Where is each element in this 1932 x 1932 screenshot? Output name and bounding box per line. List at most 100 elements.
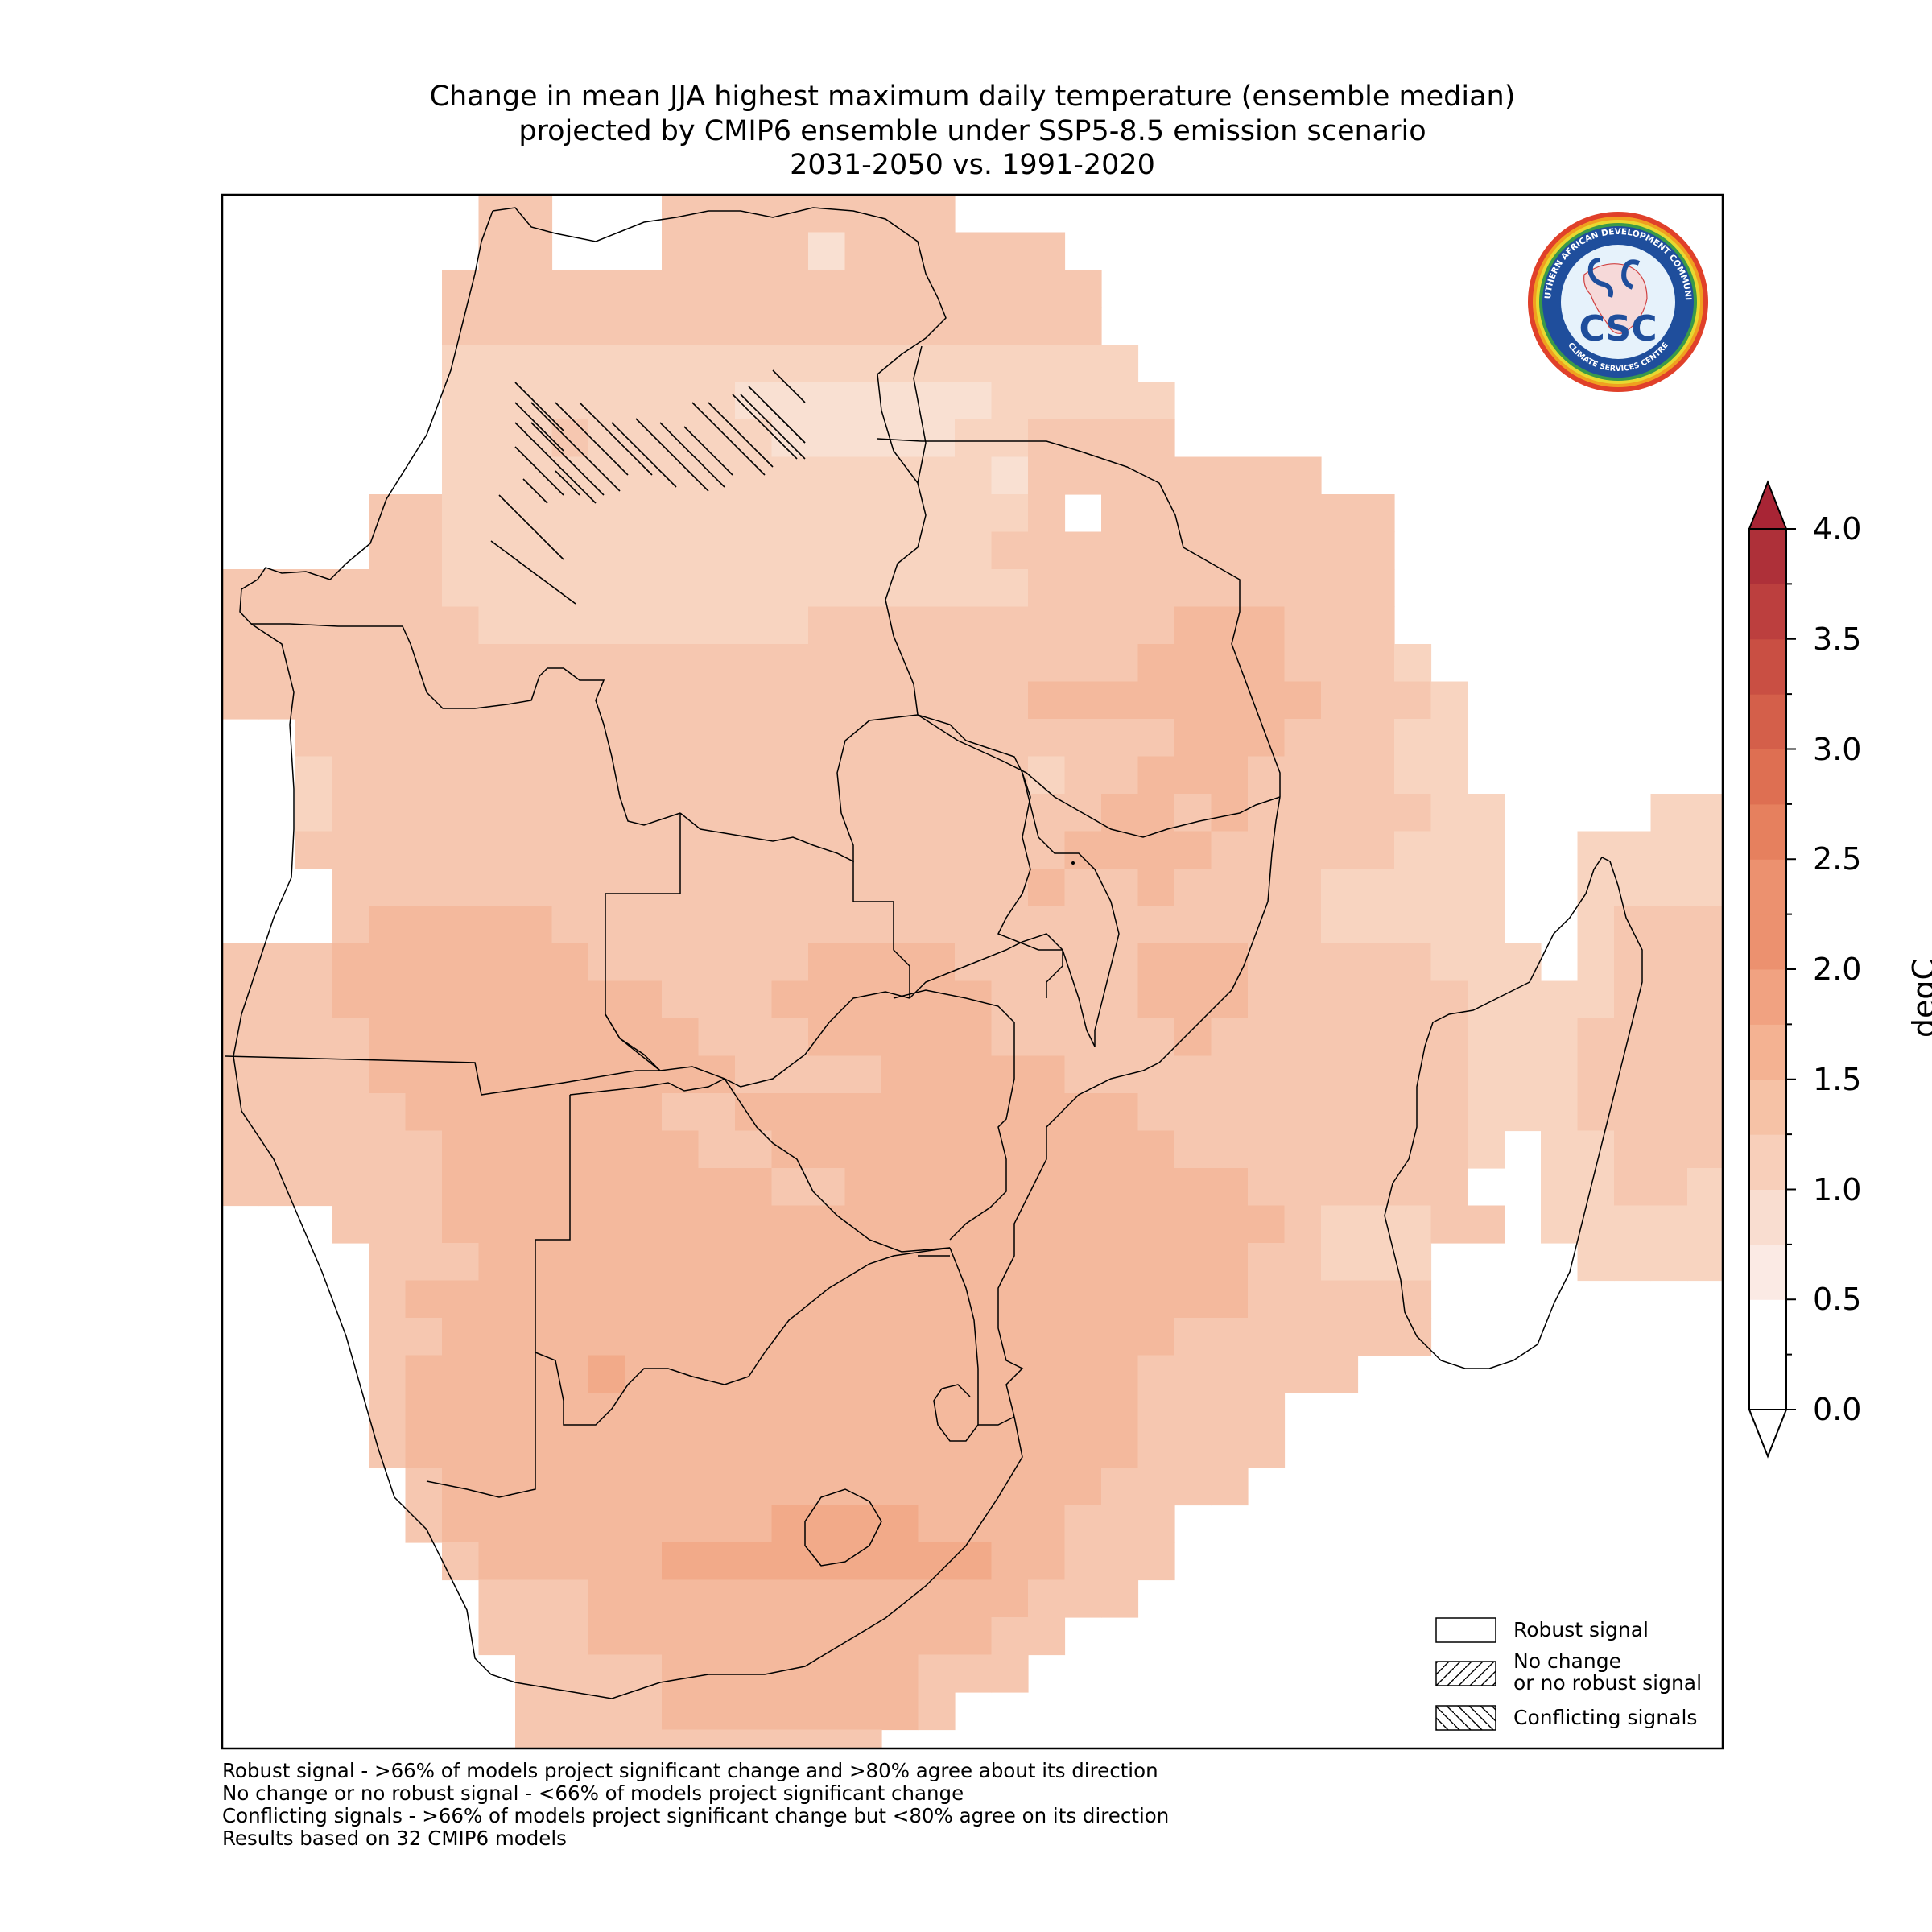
footnote-conflicting: Conflicting signals - >66% of models pro… (222, 1804, 1170, 1827)
grid-cell (735, 1729, 773, 1748)
grid-cell (1211, 494, 1249, 533)
grid-cell (442, 1505, 480, 1543)
grid-cell (1248, 1280, 1286, 1319)
grid-cell (881, 1243, 919, 1282)
grid-cell (955, 1654, 993, 1693)
hatch-line (708, 402, 774, 468)
grid-cell (1394, 980, 1432, 1019)
grid-cell (258, 1168, 296, 1207)
grid-cell (1687, 1055, 1723, 1094)
grid-cell (295, 1018, 333, 1057)
grid-cell (222, 644, 260, 683)
grid-cell (588, 419, 626, 458)
grid-cell (1101, 906, 1139, 944)
grid-cell (1468, 980, 1505, 1019)
grid-cell (698, 307, 736, 345)
grid-cell (918, 869, 956, 907)
grid-cell (369, 1018, 407, 1057)
grid-cell (771, 1205, 809, 1244)
grid-cell (1101, 756, 1139, 795)
grid-cell (1321, 1280, 1359, 1319)
grid-cell (1577, 1168, 1615, 1207)
grid-cell (588, 1729, 626, 1748)
grid-cell (1357, 1168, 1395, 1207)
grid-cell (625, 345, 663, 383)
colorbar-segment (1749, 749, 1786, 805)
grid-cell (478, 232, 516, 270)
grid-cell (442, 831, 480, 869)
hatch-line (691, 402, 766, 476)
grid-cell (515, 1617, 553, 1656)
grid-cell (1174, 1018, 1212, 1057)
grid-cell (808, 345, 846, 383)
grid-cell (369, 980, 407, 1019)
grid-cell (258, 980, 296, 1019)
grid-cell (808, 195, 846, 233)
grid-cell (1101, 980, 1139, 1019)
grid-cell (1614, 906, 1652, 944)
grid-cell (442, 1018, 480, 1057)
grid-cell (588, 1579, 626, 1618)
grid-cell (405, 1468, 443, 1506)
grid-cell (405, 869, 443, 907)
grid-cell (588, 980, 626, 1019)
grid-cell (478, 345, 516, 383)
grid-cell (1028, 1318, 1066, 1356)
grid-cell (442, 1168, 480, 1207)
grid-cell (588, 1055, 626, 1094)
grid-cell (1137, 1280, 1175, 1319)
grid-cell (405, 531, 443, 570)
temperature-change-grid (222, 195, 1723, 1748)
grid-cell (588, 456, 626, 495)
grid-cell (662, 1617, 700, 1656)
grid-cell (881, 195, 919, 233)
grid-cell (1028, 1355, 1066, 1393)
grid-cell (332, 606, 369, 645)
grid-cell (515, 1579, 553, 1618)
grid-cell (808, 1168, 846, 1207)
grid-cell (1137, 756, 1175, 795)
grid-cell (991, 531, 1029, 570)
grid-cell (478, 1205, 516, 1244)
colorbar-segment (1749, 529, 1786, 584)
grid-cell (1394, 644, 1432, 683)
grid-cell (771, 345, 809, 383)
grid-cell (515, 531, 553, 570)
grid-cell (808, 419, 846, 458)
grid-cell (955, 1055, 993, 1094)
grid-cell (844, 494, 882, 533)
grid-cell (405, 681, 443, 720)
colorbar-segment (1749, 1299, 1786, 1356)
grid-cell (1248, 1093, 1286, 1132)
grid-cell (1137, 1055, 1175, 1094)
grid-cell (1468, 943, 1505, 982)
colorbar-tick-label: 4.0 (1813, 511, 1862, 547)
grid-cell (1248, 756, 1286, 795)
grid-cell (515, 1542, 553, 1581)
grid-cell (588, 1505, 626, 1543)
grid-cell (258, 1055, 296, 1094)
grid-cell (1687, 869, 1723, 907)
grid-cell (1248, 644, 1286, 683)
grid-cell (844, 794, 882, 832)
grid-cell (588, 1018, 626, 1057)
grid-cell (735, 719, 773, 758)
hatch-line (635, 418, 709, 492)
grid-cell (588, 569, 626, 608)
grid-cell (332, 1205, 369, 1244)
grid-cell (1248, 1393, 1286, 1431)
grid-cell (478, 681, 516, 720)
grid-cell (844, 1355, 882, 1393)
grid-cell (808, 1430, 846, 1468)
grid-cell (844, 232, 882, 270)
grid-cell (1064, 1505, 1102, 1543)
grid-cell (808, 1542, 846, 1581)
grid-cell (991, 681, 1029, 720)
grid-cell (1174, 531, 1212, 570)
grid-cell (771, 1505, 809, 1543)
legend-label-conflicting: Conflicting signals (1513, 1706, 1698, 1729)
grid-cell (698, 906, 736, 944)
grid-cell (1357, 869, 1395, 907)
grid-cell (698, 1729, 736, 1748)
grid-cell (1064, 1093, 1102, 1132)
